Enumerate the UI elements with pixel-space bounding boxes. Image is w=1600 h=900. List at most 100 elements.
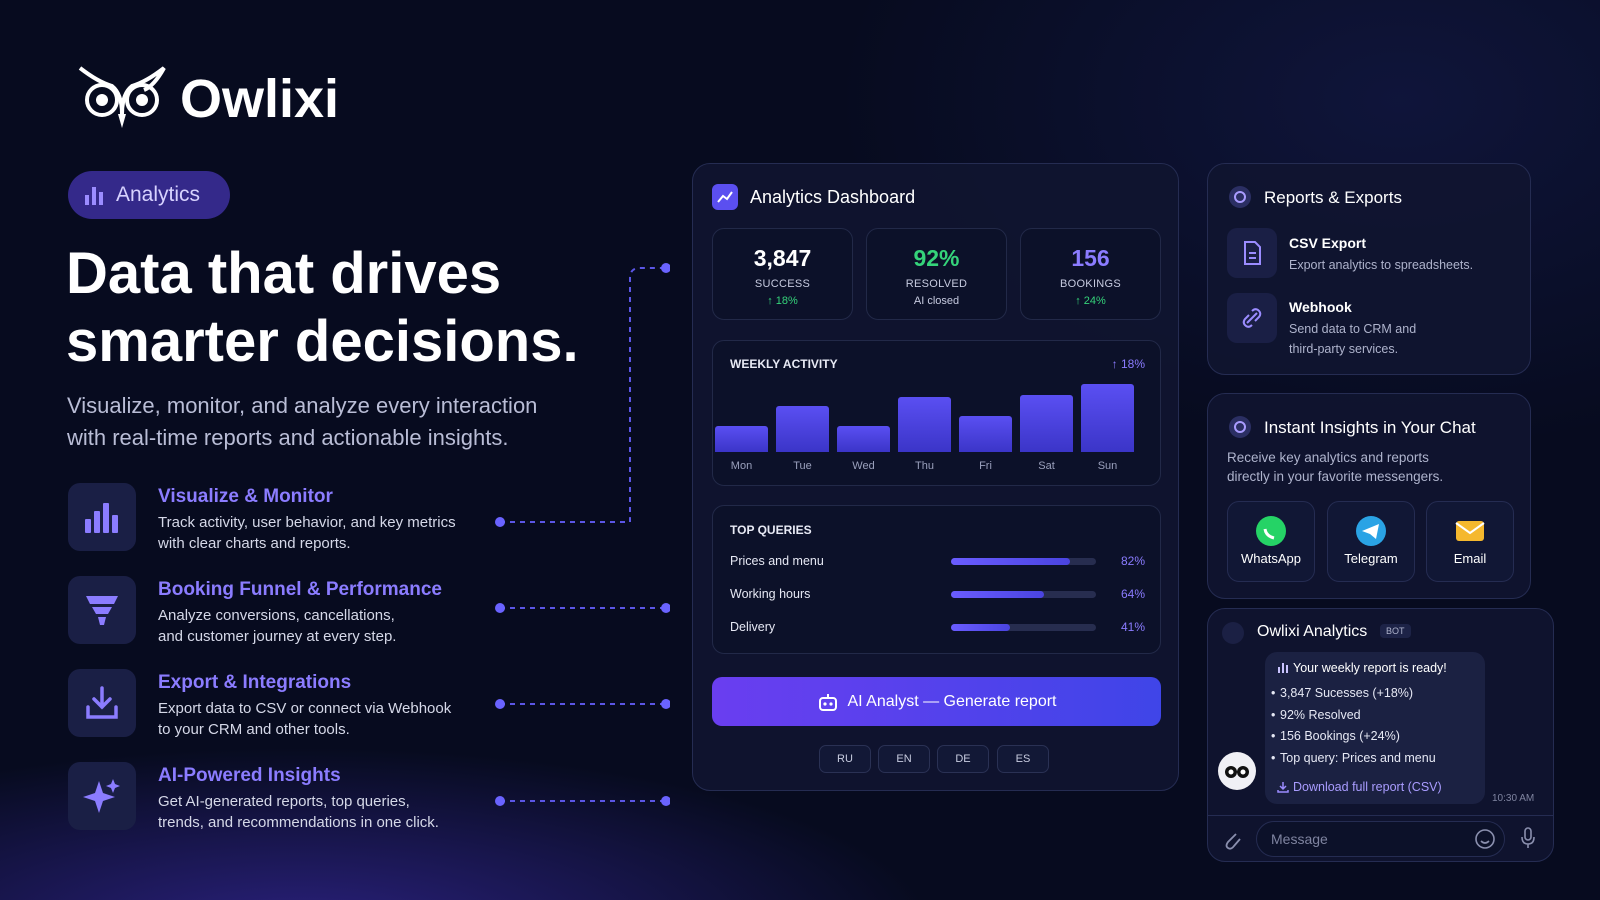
bar bbox=[776, 406, 829, 452]
chat-bullet: Top query: Prices and menu bbox=[1271, 751, 1436, 765]
message-input[interactable]: Message bbox=[1256, 821, 1505, 857]
value-label: 41% bbox=[1120, 620, 1145, 634]
brand-name: Owlixi bbox=[180, 69, 340, 129]
chat-name: Owlixi Analytics bbox=[1257, 623, 1368, 640]
bar bbox=[951, 624, 1011, 631]
feature-desc: Get AI-generated reports, top queries, bbox=[158, 793, 410, 810]
csv-icon bbox=[1227, 228, 1277, 278]
messenger-label: Email bbox=[1453, 551, 1487, 566]
stat-label: BOOKINGS bbox=[1059, 278, 1122, 290]
attach-icon[interactable] bbox=[1222, 828, 1242, 850]
card-title: Instant Insights in Your Chat bbox=[1264, 418, 1476, 437]
emoji-icon[interactable] bbox=[1474, 828, 1496, 850]
report-desc: third-party services. bbox=[1289, 342, 1399, 356]
insights-desc: Receive key analytics and reports bbox=[1227, 450, 1429, 465]
stat-value: 3,847 bbox=[753, 245, 812, 271]
logo-icon bbox=[78, 66, 166, 128]
download-icon bbox=[1277, 782, 1289, 793]
messenger-button[interactable]: Telegram bbox=[1327, 501, 1415, 582]
dashboard-icon bbox=[712, 184, 738, 210]
feature-desc: Analyze conversions, cancellations, bbox=[158, 607, 395, 624]
language-pill[interactable]: DE bbox=[937, 745, 989, 773]
stat-card: 92% RESOLVED AI closed bbox=[866, 228, 1007, 320]
feature-desc: trends, and recommendations in one click… bbox=[158, 814, 439, 831]
badge-text: Analytics bbox=[116, 183, 201, 206]
mic-icon[interactable] bbox=[1518, 826, 1538, 850]
hero-title-line: Data that drives bbox=[66, 241, 502, 306]
chat-bullet: 92% Resolved bbox=[1271, 708, 1361, 722]
bar bbox=[715, 426, 768, 452]
insights-desc: directly in your favorite messengers. bbox=[1227, 469, 1444, 484]
webhook-icon bbox=[1227, 293, 1277, 343]
x-tick-label: Mon bbox=[730, 460, 753, 472]
chat-bubble bbox=[1265, 652, 1485, 804]
hero-title-line: smarter decisions. bbox=[66, 309, 579, 374]
badge-icon bbox=[85, 187, 103, 205]
connectors bbox=[495, 263, 670, 806]
messenger-button[interactable]: Email bbox=[1426, 501, 1514, 582]
hero-subtitle: Visualize, monitor, and analyze every in… bbox=[67, 390, 537, 454]
generate-report-button[interactable]: AI Analyst — Generate report bbox=[712, 677, 1161, 726]
feature-desc: with clear charts and reports. bbox=[158, 535, 351, 552]
feature-desc: Export data to CSV or connect via Webhoo… bbox=[158, 700, 452, 717]
language-pill[interactable]: RU bbox=[819, 745, 871, 773]
hero-subtitle-line: with real-time reports and actionable in… bbox=[67, 425, 509, 450]
download-link[interactable]: Download full report (CSV) bbox=[1293, 780, 1442, 794]
stat-value: 92% bbox=[913, 245, 960, 271]
chat-avatar-small bbox=[1222, 622, 1244, 644]
value-label: 64% bbox=[1120, 587, 1145, 601]
report-desc: Export analytics to spreadsheets. bbox=[1289, 258, 1474, 272]
badge: Analytics bbox=[68, 171, 230, 219]
feature-icon bbox=[68, 762, 136, 830]
feature-desc: Track activity, user behavior, and key m… bbox=[158, 514, 456, 531]
section-title: TOP QUERIES bbox=[730, 523, 812, 537]
language-pill[interactable]: EN bbox=[878, 745, 930, 773]
bot-tag: BOT bbox=[1380, 624, 1411, 638]
chat-heading: Your weekly report is ready! bbox=[1293, 661, 1447, 675]
x-tick-label: Tue bbox=[793, 460, 812, 472]
top-queries: TOP QUERIES Prices and menu 82% Working ho… bbox=[712, 505, 1161, 654]
messenger-label: Telegram bbox=[1344, 551, 1398, 566]
chart-emoji bbox=[1278, 663, 1288, 673]
stat-label: RESOLVED bbox=[905, 278, 968, 290]
dashboard-title: Analytics Dashboard bbox=[750, 187, 916, 207]
feature-desc: to your CRM and other tools. bbox=[158, 721, 350, 738]
section-title: WEEKLY ACTIVITY bbox=[730, 357, 838, 371]
chat-bullet: 156 Bookings (+24%) bbox=[1271, 729, 1400, 743]
report-desc: Send data to CRM and bbox=[1289, 322, 1417, 336]
weekly-change: ↑ 18% bbox=[1111, 357, 1145, 371]
bar bbox=[951, 591, 1044, 598]
chat-divider bbox=[1208, 815, 1553, 816]
bar bbox=[1081, 384, 1134, 452]
robot-icon bbox=[818, 693, 837, 711]
x-tick-label: Sun bbox=[1097, 460, 1118, 472]
report-title: Webhook bbox=[1289, 299, 1352, 315]
feature-icon bbox=[68, 576, 136, 644]
weekly-activity: WEEKLY ACTIVITY ↑ 18% Mon Tue Wed Thu Fri Sat… bbox=[712, 340, 1161, 486]
insights-icon bbox=[1229, 416, 1251, 438]
query-name: Prices and menu bbox=[730, 554, 824, 568]
feature-icon bbox=[68, 669, 136, 737]
card-title: Reports & Exports bbox=[1264, 188, 1402, 207]
messenger-label: WhatsApp bbox=[1241, 551, 1301, 566]
feature-title: Visualize & Monitor bbox=[158, 486, 333, 507]
chat-time: 10:30 AM bbox=[1492, 793, 1535, 804]
reports-icon bbox=[1229, 186, 1251, 208]
x-tick-label: Wed bbox=[852, 460, 875, 472]
language-pill[interactable]: ES bbox=[997, 745, 1049, 773]
bar bbox=[1020, 395, 1073, 452]
query-name: Delivery bbox=[730, 620, 776, 634]
query-name: Working hours bbox=[730, 587, 811, 601]
stat-card: 3,847 SUCCESS ↑ 18% bbox=[712, 228, 853, 320]
feature-title: Export & Integrations bbox=[158, 672, 352, 693]
hero-subtitle-line: Visualize, monitor, and analyze every in… bbox=[67, 393, 538, 418]
feature-icon bbox=[68, 483, 136, 551]
bot-avatar bbox=[1218, 752, 1256, 790]
bar-track bbox=[951, 624, 1096, 631]
messenger-button[interactable]: WhatsApp bbox=[1227, 501, 1315, 582]
bar bbox=[959, 416, 1012, 452]
stat-card: 156 BOOKINGS ↑ 24% bbox=[1020, 228, 1161, 320]
stat-value: 156 bbox=[1071, 245, 1110, 271]
bar bbox=[837, 426, 890, 452]
